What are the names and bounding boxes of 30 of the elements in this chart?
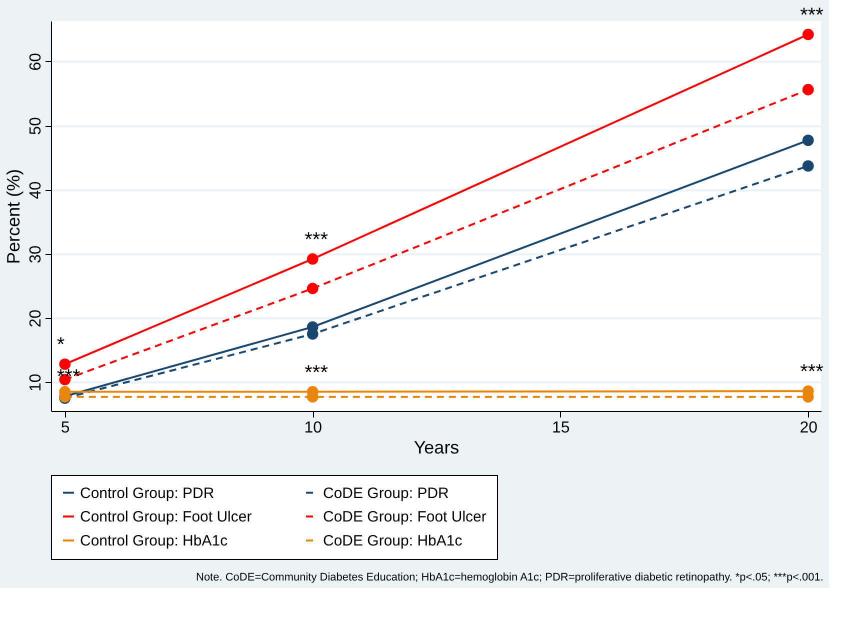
- y-tick-label: 30: [28, 245, 44, 264]
- point: [802, 160, 814, 172]
- y-axis-title: Percent (%): [4, 168, 24, 264]
- annotation: *: [56, 334, 65, 356]
- y-tick-label: 50: [28, 117, 44, 135]
- point: [802, 28, 814, 40]
- x-tick-label: 20: [800, 420, 818, 436]
- text: Note. CoDE=Community Diabetes Education; HbA1c=hemoglobin A1c; PDR=proliferative diabetic retinopathy. *p<.05; ***p<.001.: [196, 572, 824, 584]
- annotation: ***: [304, 228, 328, 251]
- y-tick-label: 40: [28, 181, 44, 200]
- legend-label: CoDE Group: HbA1c: [323, 532, 463, 550]
- point: [802, 84, 814, 96]
- legend-label: Control Group: HbA1c: [80, 532, 228, 550]
- point: [802, 134, 814, 146]
- x-axis-title: Years: [414, 438, 460, 458]
- y-tick-label: 60: [28, 52, 44, 71]
- legend-label: CoDE Group: PDR: [323, 484, 450, 502]
- annotation: ***: [800, 361, 824, 384]
- x-tick-label: 10: [304, 420, 322, 436]
- point: [306, 282, 318, 294]
- y-tick-label: 20: [28, 309, 44, 328]
- legend-label: Control Group: Foot Ulcer: [80, 508, 252, 526]
- point: [306, 253, 318, 265]
- x-tick-label: 15: [552, 420, 570, 436]
- legend-label: Control Group: PDR: [80, 484, 214, 502]
- annotation: ***: [800, 4, 824, 26]
- annotation: ***: [304, 362, 328, 384]
- y-tick-label: 10: [28, 374, 44, 392]
- legend-label: CoDE Group: Foot Ulcer: [323, 508, 486, 526]
- x-tick-label: 5: [60, 420, 70, 436]
